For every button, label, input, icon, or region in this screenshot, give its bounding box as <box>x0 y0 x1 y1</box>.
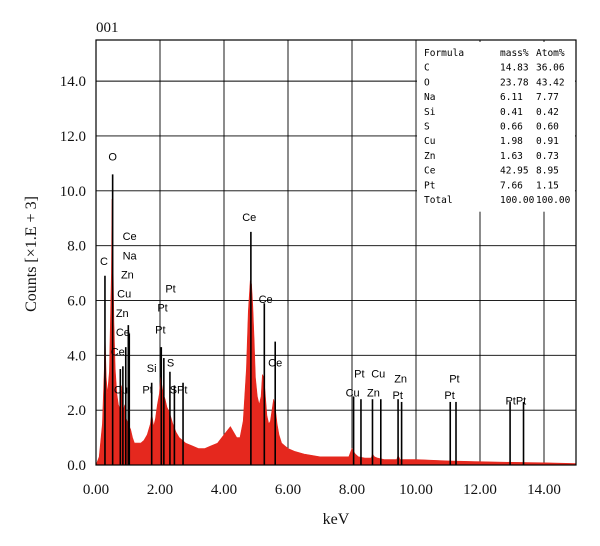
plot-frame <box>95 39 577 466</box>
peak-label: Ce <box>242 212 256 224</box>
x-tick-label: 14.00 <box>527 482 561 498</box>
table-header-cell: Atom% <box>536 48 565 59</box>
table-cell: Ce <box>424 166 436 177</box>
table-header-cell: Formula <box>424 48 464 59</box>
peak-label: Pt <box>354 368 364 380</box>
y-tick-label: 6.0 <box>67 293 86 309</box>
peak-label: Cu <box>114 385 128 397</box>
peak-label: Ce <box>268 357 282 369</box>
table-cell: 0.41 <box>500 107 523 118</box>
table-cell: Na <box>424 92 435 103</box>
table-cell: 23.78 <box>500 77 529 88</box>
peak-label: Pt <box>142 385 152 397</box>
x-tick-label: 2.00 <box>147 482 173 498</box>
peak-markers <box>104 174 525 465</box>
table-cell: 100.00 <box>500 195 535 206</box>
table-cell: 100.00 <box>536 195 571 206</box>
peak-label: Cu <box>117 289 131 301</box>
peak-label: Cu <box>371 368 385 380</box>
table-cell: Total <box>424 195 453 206</box>
table-cell: C <box>424 63 430 74</box>
table-cell: 1.63 <box>500 151 523 162</box>
peak-label: Pt <box>444 390 454 402</box>
peak-label: O <box>108 152 117 164</box>
peak-label: Ce <box>123 231 137 243</box>
table-cell: 0.60 <box>536 122 559 133</box>
spectrum-area <box>95 198 577 466</box>
table-cell: 0.42 <box>536 107 559 118</box>
y-tick-label: 14.0 <box>60 74 86 90</box>
x-tick-label: 12.00 <box>463 482 497 498</box>
y-tick-label: 8.0 <box>67 239 86 255</box>
x-tick-labels: 0.00 2.00 4.00 6.00 8.00 10.00 12.00 14.00 <box>83 482 561 498</box>
table-header-cell: mass% <box>500 48 529 59</box>
peak-label: Na <box>123 250 138 262</box>
table-cell: 36.06 <box>536 63 565 74</box>
peak-label: Ce <box>116 327 130 339</box>
x-tick-label: 6.00 <box>275 482 301 498</box>
peak-label: Pt <box>155 324 165 336</box>
x-tick-label: 0.00 <box>83 482 109 498</box>
y-tick-label: 2.0 <box>67 403 86 419</box>
peak-label: C <box>100 256 108 268</box>
peak-label: Pt <box>393 390 403 402</box>
x-tick-label: 4.00 <box>211 482 237 498</box>
table-background <box>417 42 575 212</box>
y-tick-label: 4.0 <box>67 348 86 364</box>
table-cell: 0.73 <box>536 151 559 162</box>
table-cell: S <box>424 122 430 133</box>
peak-label: Cu <box>346 387 360 399</box>
chart-title: 001 <box>96 20 119 36</box>
peak-label: Zn <box>394 374 407 386</box>
peak-label: S <box>167 357 174 369</box>
table-cell: 1.98 <box>500 136 523 147</box>
y-tick-label: 12.0 <box>60 129 86 145</box>
peak-label: Pt <box>165 283 175 295</box>
table-cell: 42.95 <box>500 166 529 177</box>
table-cell: O <box>424 77 430 88</box>
x-axis-title: keV <box>323 511 350 528</box>
table-cell: 0.91 <box>536 136 559 147</box>
table-cell: 7.66 <box>500 180 523 191</box>
peak-label: Ce <box>111 346 125 358</box>
table-cell: 8.95 <box>536 166 559 177</box>
composition-table: Formula mass% Atom% C 14.83 36.06 O 23.78 43.42 N… <box>417 42 575 212</box>
table-cell: 43.42 <box>536 77 565 88</box>
table-cell: 1.15 <box>536 180 559 191</box>
x-tick-label: 8.00 <box>339 482 365 498</box>
table-cell: Zn <box>424 151 435 162</box>
y-tick-labels: 0.0 2.0 4.0 6.0 8.0 10.0 12.0 14.0 <box>60 74 86 474</box>
peak-label: Zn <box>116 308 129 320</box>
y-tick-label: 0.0 <box>67 458 86 474</box>
peak-label: Pt <box>157 302 167 314</box>
spectrum <box>95 198 577 466</box>
y-axis-title: Counts [×1.E + 3] <box>23 196 40 312</box>
peak-label: PtPt <box>505 396 526 408</box>
table-cell: 14.83 <box>500 63 529 74</box>
y-tick-label: 10.0 <box>60 184 86 200</box>
table-cell: 6.11 <box>500 92 523 103</box>
table-cell: Cu <box>424 136 435 147</box>
peak-label: Ce <box>259 294 273 306</box>
peak-label: SPt <box>170 385 188 397</box>
table-cell: 7.77 <box>536 92 559 103</box>
peak-label: Zn <box>367 387 380 399</box>
table-cell: Si <box>424 107 436 118</box>
table-cell: Pt <box>424 180 435 191</box>
x-tick-label: 10.00 <box>399 482 433 498</box>
peak-label: Si <box>147 363 157 375</box>
peak-label: Pt <box>449 374 459 386</box>
table-cell: 0.66 <box>500 122 523 133</box>
peak-label: Zn <box>121 270 134 282</box>
